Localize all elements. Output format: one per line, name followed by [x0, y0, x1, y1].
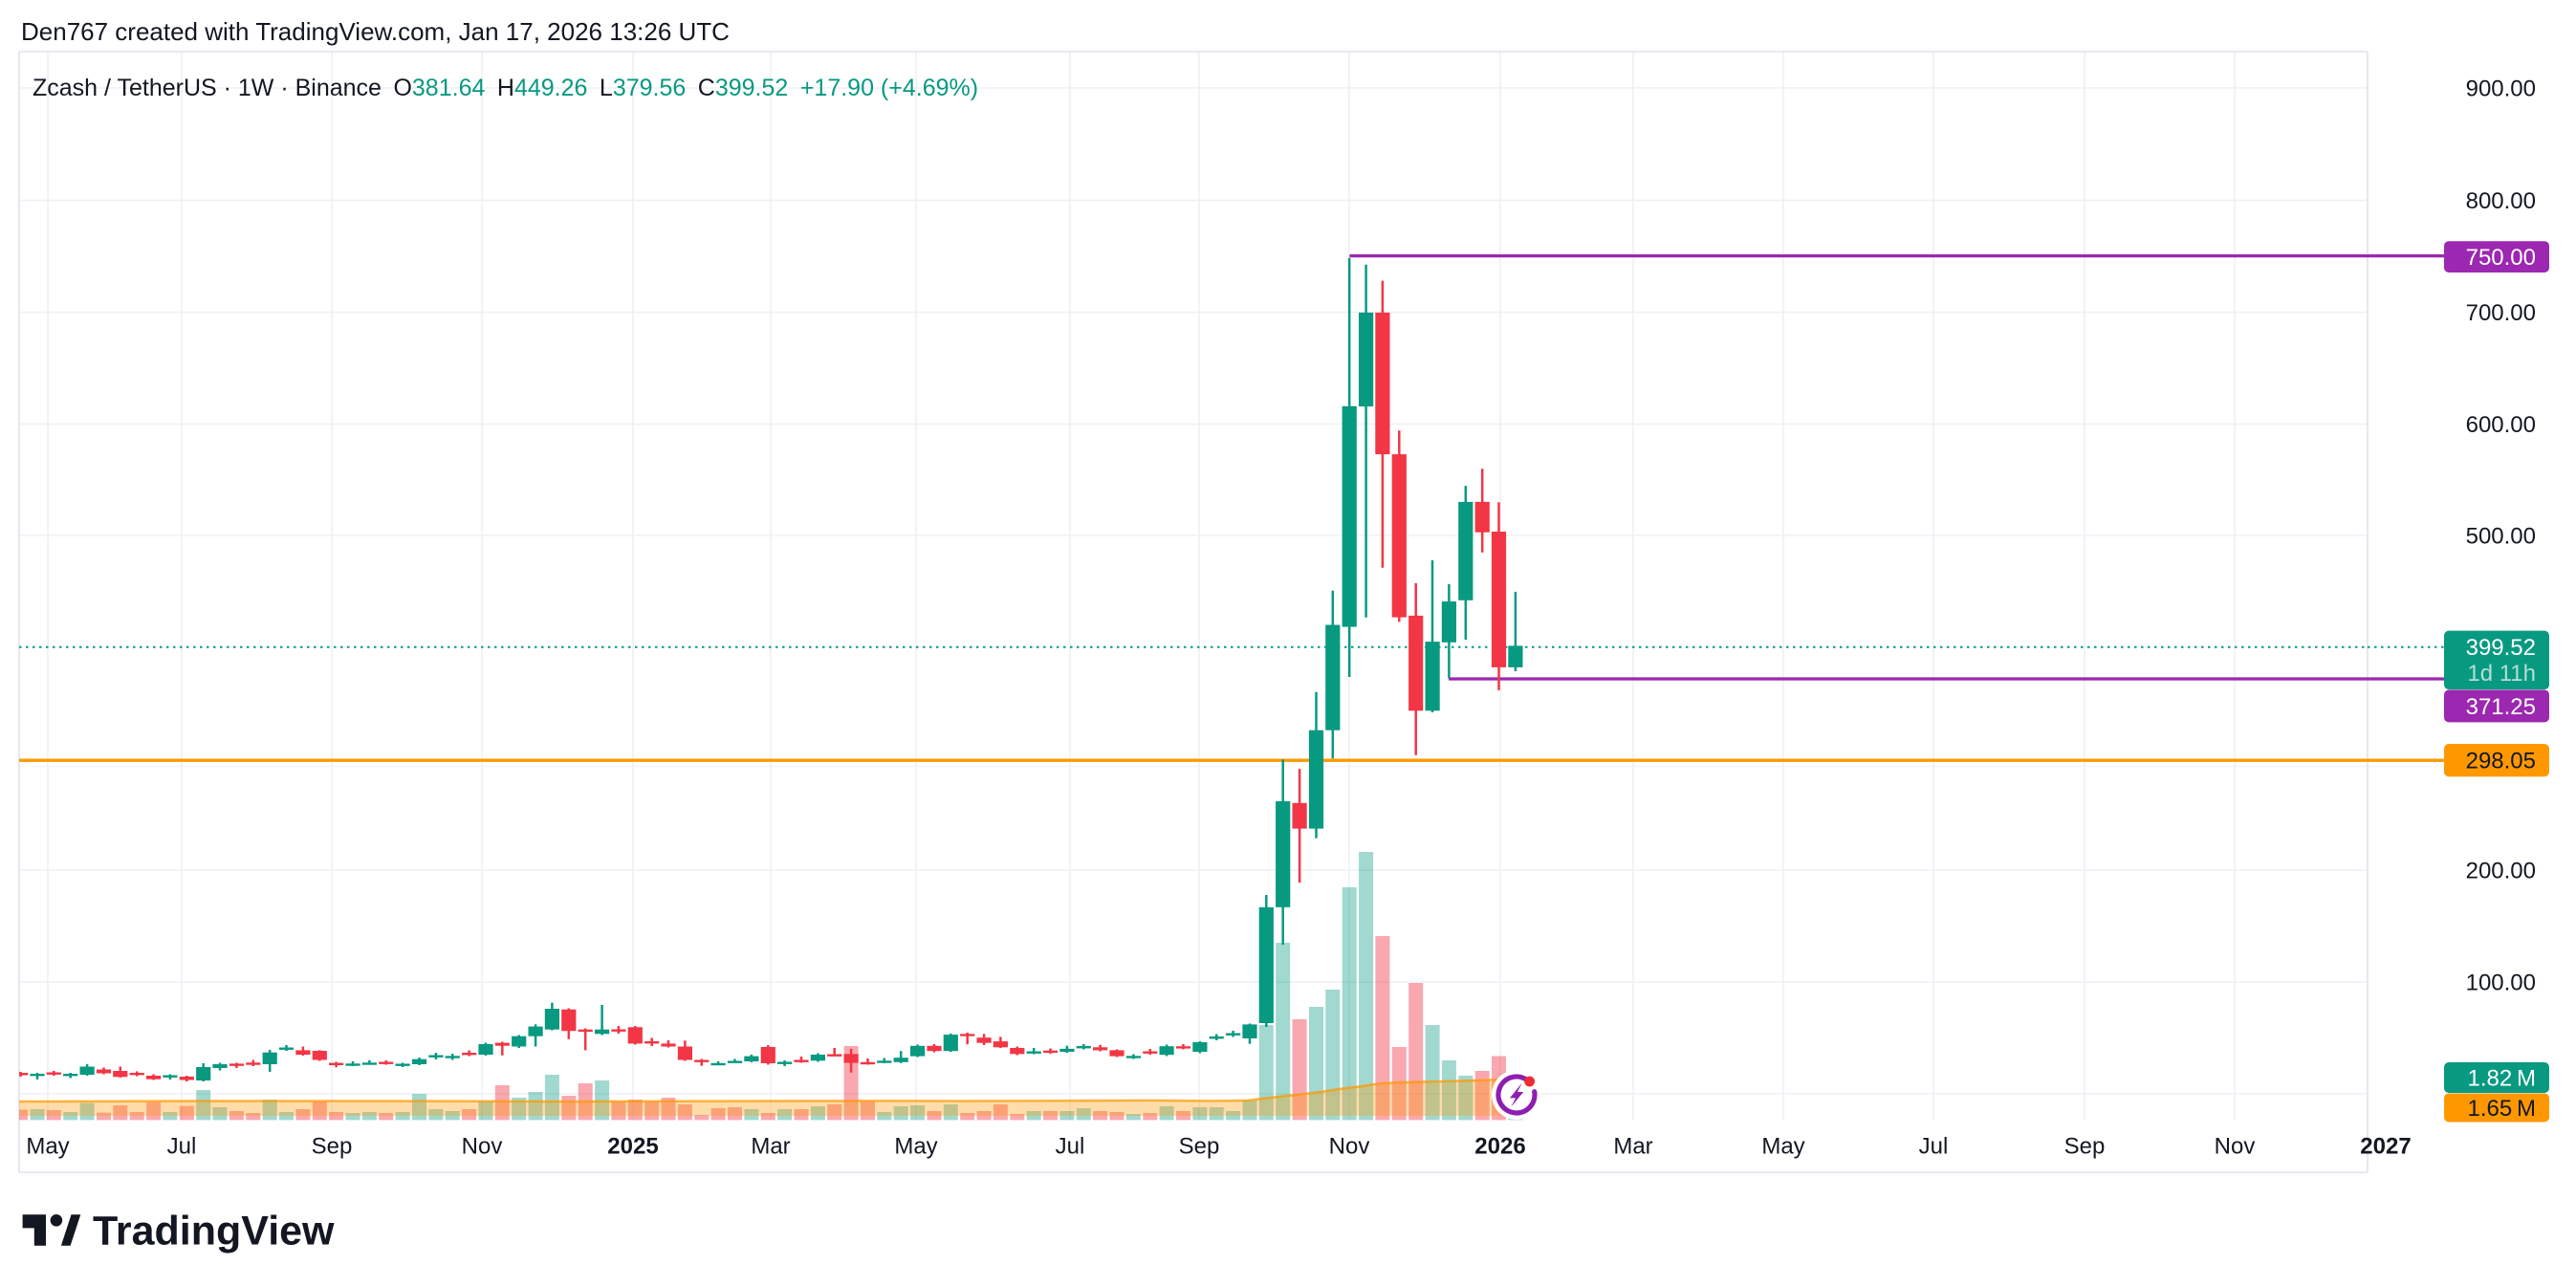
svg-text:Zcash / TetherUS · 1W · Binanc: Zcash / TetherUS · 1W · Binance O381.64 …	[33, 75, 978, 101]
svg-text:200.00: 200.00	[2466, 859, 2536, 884]
svg-text:Sep: Sep	[2064, 1134, 2106, 1160]
svg-text:1.65 M: 1.65 M	[2467, 1096, 2536, 1122]
svg-text:800.00: 800.00	[2466, 188, 2536, 214]
svg-text:Mar: Mar	[1613, 1134, 1652, 1160]
svg-text:Jul: Jul	[167, 1134, 197, 1160]
svg-text:Jul: Jul	[1056, 1134, 1085, 1160]
svg-text:1d 11h: 1d 11h	[2467, 661, 2536, 687]
svg-text:371.25: 371.25	[2466, 694, 2536, 720]
svg-text:May: May	[1761, 1134, 1804, 1160]
svg-text:Jul: Jul	[1919, 1134, 1949, 1160]
svg-text:500.00: 500.00	[2466, 524, 2536, 550]
svg-text:Sep: Sep	[1179, 1134, 1220, 1160]
svg-text:Mar: Mar	[751, 1134, 790, 1160]
svg-text:600.00: 600.00	[2466, 412, 2536, 438]
svg-text:100.00: 100.00	[2466, 971, 2536, 996]
svg-text:700.00: 700.00	[2466, 300, 2536, 326]
svg-text:900.00: 900.00	[2466, 76, 2536, 102]
svg-text:298.05: 298.05	[2466, 749, 2536, 774]
svg-text:1.82 M: 1.82 M	[2467, 1066, 2536, 1092]
svg-text:2027: 2027	[2360, 1134, 2411, 1160]
svg-text:May: May	[26, 1134, 69, 1160]
svg-text:Sep: Sep	[312, 1134, 353, 1160]
svg-text:Den767 created with TradingVie: Den767 created with TradingView.com, Jan…	[21, 17, 730, 46]
svg-text:Nov: Nov	[1329, 1134, 1370, 1160]
svg-text:TradingView: TradingView	[93, 1209, 335, 1254]
svg-text:750.00: 750.00	[2466, 245, 2536, 271]
svg-text:2025: 2025	[607, 1134, 658, 1160]
svg-text:May: May	[894, 1134, 937, 1160]
svg-text:399.52: 399.52	[2466, 635, 2536, 661]
svg-text:Nov: Nov	[462, 1134, 503, 1160]
svg-text:2026: 2026	[1474, 1134, 1525, 1160]
svg-text:Nov: Nov	[2215, 1134, 2256, 1160]
